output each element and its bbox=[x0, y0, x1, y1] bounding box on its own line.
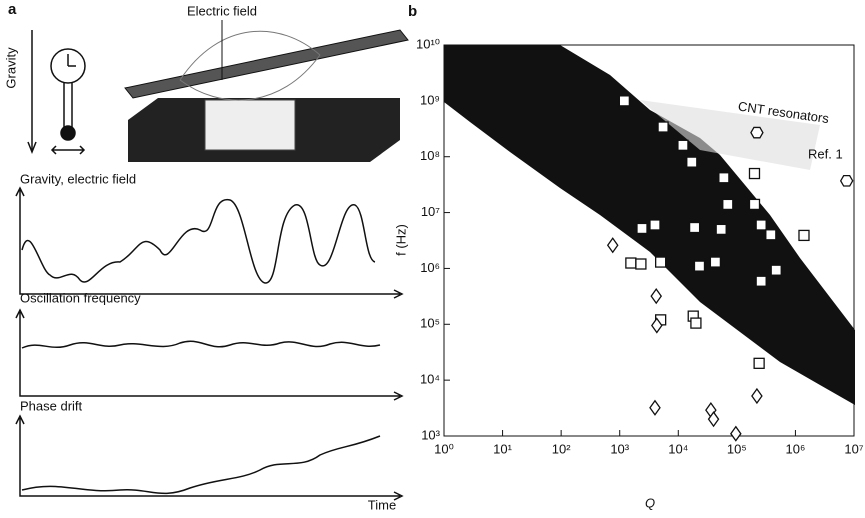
y-tick-label: 10¹⁰ bbox=[416, 36, 440, 51]
data-point bbox=[839, 174, 854, 187]
y-tick-label: 10³ bbox=[421, 427, 440, 442]
data-point bbox=[748, 198, 761, 211]
y-tick-label: 10⁴ bbox=[420, 372, 440, 387]
data-point bbox=[748, 167, 761, 180]
data-point bbox=[650, 287, 663, 305]
data-point bbox=[751, 387, 763, 405]
data-point bbox=[718, 172, 730, 184]
x-tick-label: 10⁶ bbox=[786, 441, 806, 456]
data-point bbox=[625, 257, 637, 269]
data-point bbox=[693, 260, 706, 272]
data-point bbox=[606, 237, 619, 254]
x-tick-label: 10⁰ bbox=[434, 441, 454, 456]
data-point bbox=[765, 229, 777, 241]
data-point bbox=[798, 229, 810, 242]
plot-title: Oscillation frequency bbox=[20, 290, 141, 305]
y-tick-label: 10⁵ bbox=[420, 316, 440, 331]
data-point bbox=[690, 317, 702, 329]
x-tick-label: 10⁵ bbox=[727, 441, 747, 456]
data-point bbox=[677, 139, 689, 151]
y-tick-label: 10⁶ bbox=[420, 260, 440, 275]
x-tick-label: 10³ bbox=[610, 441, 629, 456]
data-point bbox=[707, 411, 720, 428]
x-tick-label: 10⁷ bbox=[844, 441, 863, 456]
plot-title: Gravity, electric field bbox=[20, 171, 136, 186]
data-point bbox=[753, 357, 765, 369]
plot-frame bbox=[443, 44, 855, 437]
data-point bbox=[651, 317, 663, 334]
data-point bbox=[709, 256, 722, 268]
x-tick-label: 10² bbox=[552, 441, 571, 456]
x-tick-label: 10⁴ bbox=[668, 441, 688, 456]
x-label: Time bbox=[368, 497, 396, 512]
resonator-drawing bbox=[124, 20, 409, 162]
data-point bbox=[649, 219, 661, 231]
data-point bbox=[750, 126, 764, 139]
y-tick-label: 10⁷ bbox=[421, 204, 440, 219]
data-point bbox=[649, 399, 661, 416]
x-axis-label: Q bbox=[645, 495, 655, 510]
data-point bbox=[636, 222, 648, 235]
y-tick-label: 10⁹ bbox=[420, 92, 440, 107]
data-point bbox=[722, 198, 734, 211]
time-plots bbox=[15, 186, 404, 501]
cnt-region bbox=[640, 100, 820, 170]
data-point bbox=[755, 275, 767, 287]
data-point bbox=[715, 223, 727, 236]
data-point bbox=[635, 258, 647, 270]
y-axis-label: f (Hz) bbox=[393, 224, 408, 256]
x-tick-label: 10¹ bbox=[493, 441, 512, 456]
data-point bbox=[618, 95, 631, 107]
panel-label: b bbox=[408, 3, 417, 20]
data-point bbox=[770, 264, 782, 276]
data-point bbox=[686, 156, 698, 168]
data-point bbox=[657, 121, 669, 133]
data-point bbox=[755, 219, 767, 231]
data-point bbox=[655, 256, 667, 268]
pendulum bbox=[27, 30, 86, 155]
gravity-label: Gravity bbox=[3, 47, 18, 89]
field-label: Electric field bbox=[187, 3, 257, 18]
y-tick-label: 10⁸ bbox=[420, 148, 440, 163]
data-point bbox=[730, 425, 742, 442]
data-point bbox=[688, 221, 701, 234]
annotation: Ref. 1 bbox=[808, 146, 843, 161]
panel-label: a bbox=[8, 1, 17, 18]
plot-title: Phase drift bbox=[20, 398, 83, 413]
